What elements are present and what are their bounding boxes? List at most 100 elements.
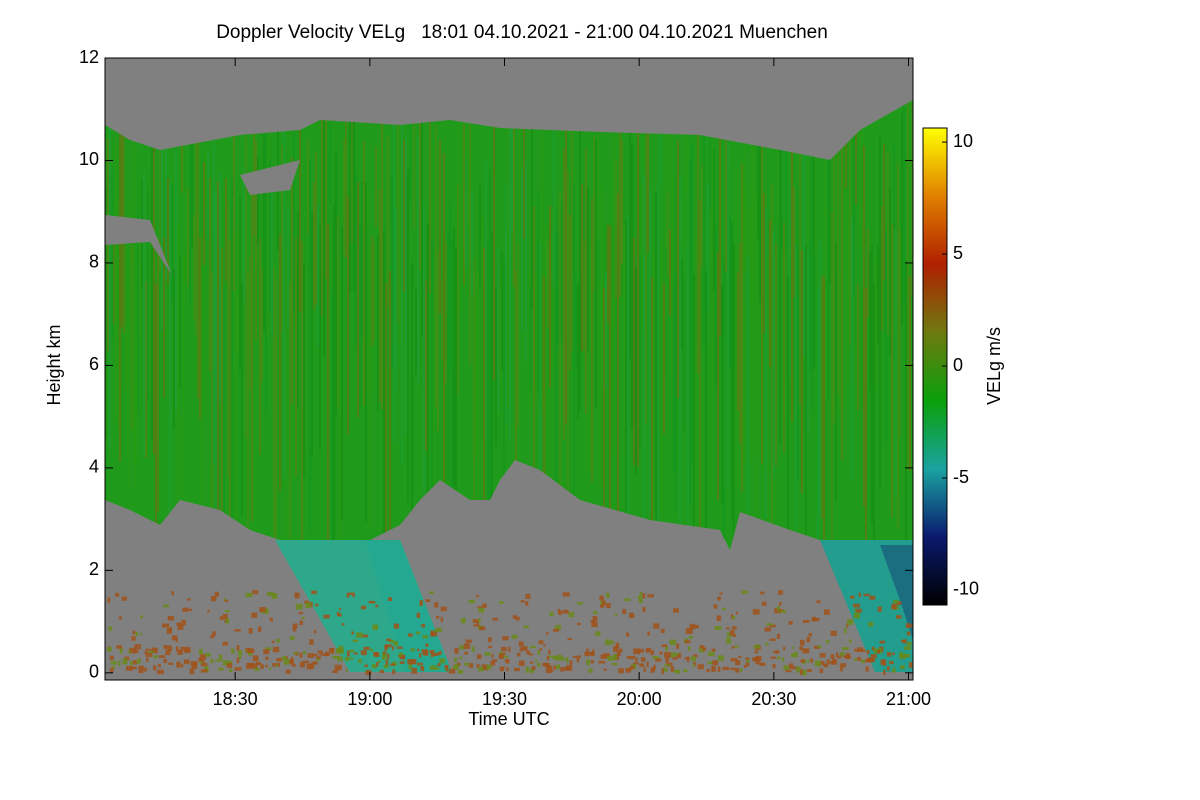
noise-speck [868, 621, 874, 627]
noise-speck [614, 613, 618, 617]
noise-speck [132, 660, 138, 665]
texture-stripe [199, 237, 201, 420]
noise-speck [294, 592, 300, 599]
noise-speck [369, 648, 374, 652]
noise-speck [813, 645, 820, 649]
texture-stripe [225, 178, 227, 281]
texture-stripe [273, 267, 275, 550]
noise-speck [200, 654, 207, 660]
texture-stripe [757, 111, 759, 239]
texture-stripe [191, 117, 193, 247]
noise-speck [830, 654, 835, 660]
noise-speck [746, 659, 750, 663]
noise-speck [810, 658, 814, 663]
noise-speck [177, 624, 184, 630]
noise-speck [688, 636, 694, 639]
noise-speck [684, 657, 690, 660]
noise-speck [457, 662, 460, 666]
noise-speck [553, 656, 559, 661]
noise-speck [647, 631, 651, 636]
noise-speck [783, 665, 790, 670]
texture-stripe [473, 258, 475, 550]
noise-speck [437, 652, 440, 656]
noise-speck [592, 649, 595, 653]
texture-stripe [637, 110, 639, 467]
texture-stripe [689, 160, 691, 505]
noise-speck [139, 632, 143, 636]
texture-stripe [901, 112, 903, 326]
noise-speck [362, 634, 369, 638]
noise-speck [823, 663, 829, 668]
texture-stripe [551, 203, 553, 372]
noise-speck [655, 658, 662, 662]
noise-speck [437, 663, 441, 667]
x-tick-label: 18:30 [213, 689, 258, 709]
texture-stripe [899, 229, 901, 437]
noise-speck [143, 667, 147, 672]
texture-stripe [669, 229, 671, 316]
texture-stripe [421, 108, 423, 337]
noise-speck [599, 595, 604, 601]
noise-speck [311, 590, 317, 595]
noise-speck [218, 667, 224, 671]
texture-stripe [511, 100, 513, 232]
texture-stripe [591, 198, 593, 482]
noise-speck [726, 627, 730, 630]
texture-stripe [893, 142, 895, 229]
noise-speck [670, 652, 676, 658]
noise-speck [853, 609, 857, 612]
noise-speck [352, 639, 359, 643]
noise-speck [857, 656, 861, 661]
cloud-texture [105, 100, 913, 550]
texture-stripe [717, 251, 719, 501]
texture-stripe [809, 238, 811, 371]
noise-speck [626, 655, 629, 659]
noise-speck [479, 626, 486, 631]
texture-stripe [515, 270, 517, 517]
noise-speck [717, 596, 721, 601]
noise-speck [392, 646, 395, 651]
texture-stripe [839, 273, 841, 412]
texture-stripe [433, 283, 435, 550]
noise-speck [305, 602, 312, 609]
noise-speck [246, 650, 253, 653]
noise-speck [565, 657, 569, 663]
texture-stripe [143, 172, 145, 457]
noise-speck [309, 639, 314, 645]
noise-speck [615, 642, 620, 649]
noise-speck [349, 657, 353, 660]
noise-speck [702, 647, 707, 651]
noise-speck [499, 666, 504, 672]
texture-stripe [593, 136, 595, 291]
texture-stripe [403, 139, 405, 292]
noise-speck [153, 665, 157, 671]
noise-speck [692, 654, 698, 658]
y-axis-label: Height km [44, 324, 64, 405]
noise-speck [132, 630, 136, 635]
noise-speck [499, 651, 503, 655]
noise-speck [684, 640, 691, 644]
noise-speck [346, 650, 350, 657]
texture-stripe [105, 188, 107, 437]
noise-speck [716, 615, 722, 621]
noise-speck [107, 597, 111, 603]
noise-speck [147, 651, 155, 654]
texture-stripe [311, 212, 313, 455]
noise-speck [858, 592, 861, 598]
texture-stripe [789, 185, 791, 377]
texture-stripe [165, 100, 167, 280]
noise-speck [586, 648, 589, 655]
noise-speck [877, 606, 882, 612]
noise-speck [712, 660, 718, 666]
noise-speck [477, 606, 483, 609]
noise-speck [539, 648, 542, 651]
noise-speck [358, 659, 362, 664]
texture-stripe [691, 142, 693, 465]
noise-speck [619, 648, 623, 653]
texture-stripe [837, 141, 839, 395]
noise-speck [272, 646, 280, 653]
noise-speck [529, 645, 536, 649]
texture-stripe [873, 283, 875, 550]
texture-stripe [417, 135, 419, 386]
texture-stripe [189, 136, 191, 305]
